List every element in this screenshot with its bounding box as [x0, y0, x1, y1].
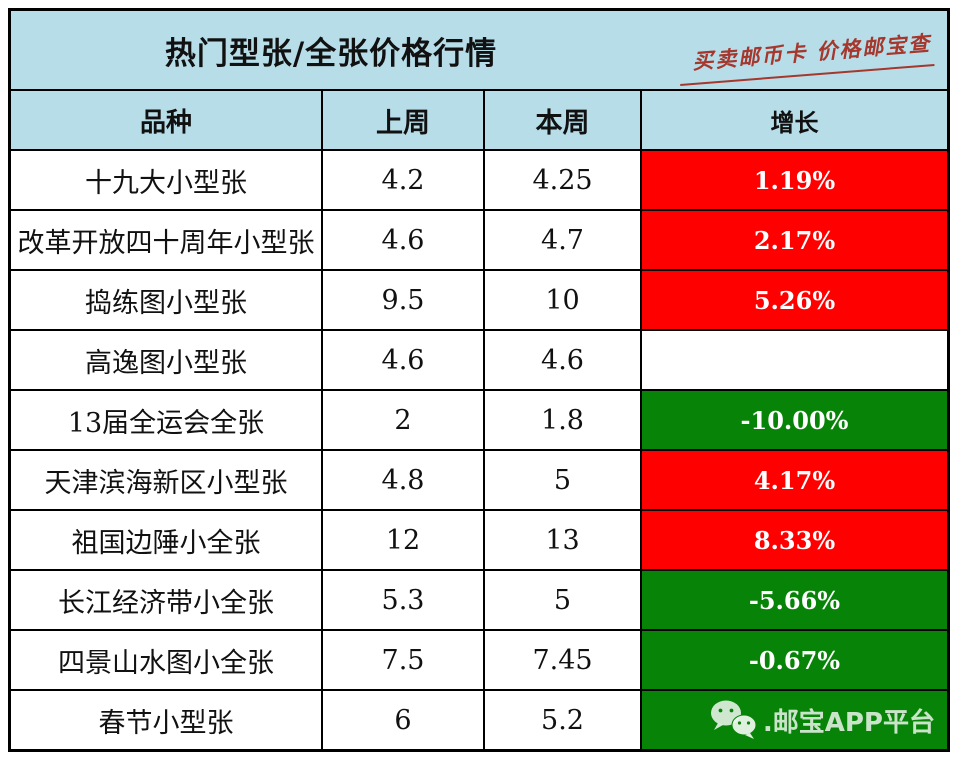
variety-name: 高逸图小型张: [85, 347, 247, 379]
growth-cell: [640, 331, 947, 389]
growth-cell: 2.17%: [640, 211, 947, 269]
slogan-area: 买卖邮币卡 价格邮宝查: [651, 11, 947, 89]
last-week-price: 4.6: [321, 211, 483, 269]
variety-name: 捣练图小型张: [85, 287, 247, 319]
growth-cell: .邮宝APP平台: [640, 691, 947, 749]
col-header-this-week: 本周: [483, 91, 640, 149]
table-row: 天津滨海新区小型张 4.8 5 4.17%: [11, 449, 947, 509]
table-row: 改革开放四十周年小型张 4.6 4.7 2.17%: [11, 209, 947, 269]
watermark: .邮宝APP平台: [709, 699, 935, 741]
variety-name: 改革开放四十周年小型张: [17, 227, 315, 259]
growth-cell: 5.26%: [640, 271, 947, 329]
table-row: 长江经济带小全张 5.3 5 -5.66%: [11, 569, 947, 629]
col-header-last-week: 上周: [321, 91, 483, 149]
column-header-row: 品种 上周 本周 增长: [11, 91, 947, 149]
table-row: 祖国边陲小全张 12 13 8.33%: [11, 509, 947, 569]
table-row: 春节小型张 6 5.2 .邮宝APP平台: [11, 689, 947, 749]
last-week-price: 12: [321, 511, 483, 569]
last-week-price: 2: [321, 391, 483, 449]
col-header-variety: 品种: [139, 107, 192, 138]
growth-cell: 8.33%: [640, 511, 947, 569]
last-week-price: 9.5: [321, 271, 483, 329]
this-week-price: 4.7: [483, 211, 640, 269]
title-band: 热门型张/全张价格行情 买卖邮币卡 价格邮宝查: [11, 11, 947, 91]
this-week-price: 4.6: [483, 331, 640, 389]
wechat-icon: [710, 700, 757, 739]
this-week-price: 13: [483, 511, 640, 569]
variety-name: 春节小型张: [98, 707, 234, 739]
price-table: 热门型张/全张价格行情 买卖邮币卡 价格邮宝查 品种 上周 本周 增长 十九大小…: [8, 8, 950, 752]
table-row: 十九大小型张 4.2 4.25 1.19%: [11, 149, 947, 209]
this-week-price: 5.2: [483, 691, 640, 749]
table-row: 13届全运会全张 2 1.8 -10.00%: [11, 389, 947, 449]
brand-slogan: 买卖邮币卡 价格邮宝查: [676, 27, 935, 86]
variety-name: 祖国边陲小全张: [71, 527, 261, 559]
this-week-price: 5: [483, 571, 640, 629]
title-area: 热门型张/全张价格行情: [11, 28, 651, 73]
last-week-price: 4.2: [321, 151, 483, 209]
this-week-price: 4.25: [483, 151, 640, 209]
variety-name: 十九大小型张: [85, 167, 247, 199]
table-row: 捣练图小型张 9.5 10 5.26%: [11, 269, 947, 329]
last-week-price: 7.5: [321, 631, 483, 689]
variety-name: 13届全运会全张: [67, 407, 265, 439]
page-title: 热门型张/全张价格行情: [164, 35, 498, 72]
this-week-price: 5: [483, 451, 640, 509]
this-week-price: 10: [483, 271, 640, 329]
growth-cell: -5.66%: [640, 571, 947, 629]
variety-name: 天津滨海新区小型张: [44, 467, 288, 499]
last-week-price: 4.8: [321, 451, 483, 509]
last-week-price: 4.6: [321, 331, 483, 389]
table-row: 高逸图小型张 4.6 4.6: [11, 329, 947, 389]
variety-name: 四景山水图小全张: [58, 647, 274, 679]
variety-name: 长江经济带小全张: [58, 587, 274, 619]
table-row: 四景山水图小全张 7.5 7.45 -0.67%: [11, 629, 947, 689]
growth-cell: 1.19%: [640, 151, 947, 209]
col-header-growth: 增长: [640, 91, 947, 149]
growth-cell: 4.17%: [640, 451, 947, 509]
watermark-text: .邮宝APP平台: [762, 707, 935, 738]
growth-cell: -0.67%: [640, 631, 947, 689]
growth-cell: -10.00%: [640, 391, 947, 449]
last-week-price: 5.3: [321, 571, 483, 629]
last-week-price: 6: [321, 691, 483, 749]
table-body: 十九大小型张 4.2 4.25 1.19% 改革开放四十周年小型张 4.6 4.…: [11, 149, 947, 749]
this-week-price: 7.45: [483, 631, 640, 689]
this-week-price: 1.8: [483, 391, 640, 449]
